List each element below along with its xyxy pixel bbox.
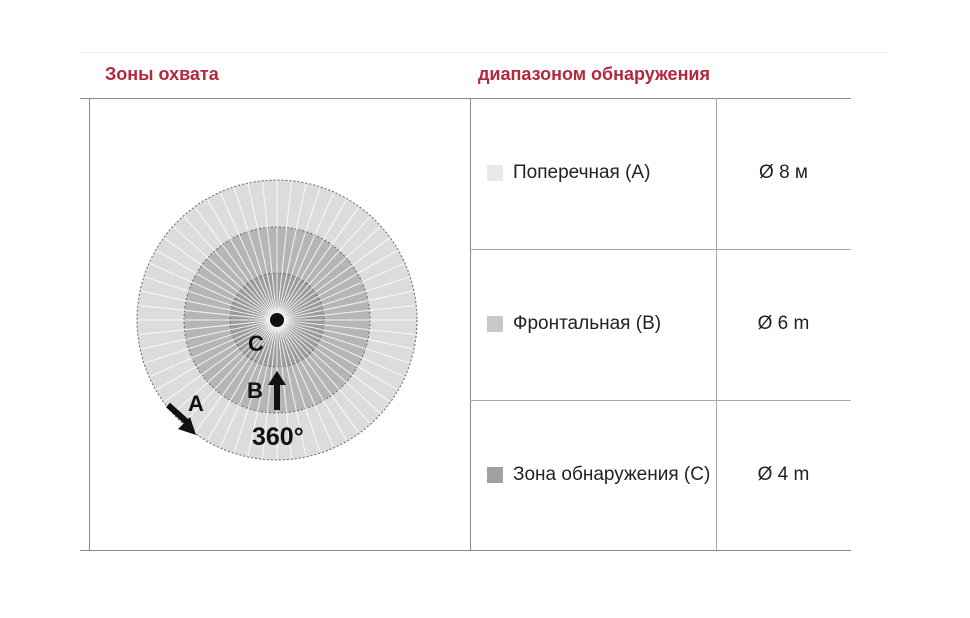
spoke [282, 320, 414, 350]
spoke [138, 320, 272, 336]
zone-swatch [487, 467, 503, 483]
sensor-center-icon [270, 313, 284, 327]
zone-name: Поперечная (A) [513, 162, 651, 183]
zone-diameter: Ø 4 m [757, 464, 810, 485]
top-divider [80, 52, 888, 53]
spoke [164, 323, 273, 403]
spoke [280, 324, 360, 433]
spoke [140, 290, 272, 320]
spoke [220, 192, 276, 315]
spoke [144, 321, 272, 364]
spoke [278, 187, 321, 315]
spoke [278, 325, 334, 448]
zone-row-label: Зона обнаружения (C) [487, 464, 710, 486]
zone-row-label: Поперечная (A) [487, 162, 650, 184]
table-left-border [89, 98, 90, 550]
spoke [173, 323, 273, 414]
zone-row-label: Фронтальная (B) [487, 313, 661, 335]
spoke [279, 199, 347, 316]
spoke [281, 323, 381, 414]
row-divider [470, 249, 851, 250]
label-c: C [248, 331, 264, 356]
spoke [282, 321, 405, 377]
header-detection-range: диапазоном обнаружения [478, 64, 711, 84]
spoke [247, 183, 277, 315]
spoke [247, 325, 277, 457]
spoke [282, 320, 416, 336]
spoke [149, 263, 272, 319]
spoke [261, 181, 277, 315]
spoke [280, 324, 371, 424]
spoke [140, 320, 272, 350]
zone-swatch [487, 165, 503, 181]
zone-diameter: Ø 6 m [757, 313, 810, 334]
spoke [194, 207, 274, 316]
spoke [281, 250, 398, 318]
zone-diameter: Ø 8 м [759, 162, 808, 183]
spoke [280, 216, 371, 316]
spoke [277, 183, 307, 315]
header-coverage-zones: Зоны охвата [105, 64, 219, 84]
header-divider [80, 98, 851, 99]
spoke [173, 226, 273, 317]
arrow-diagonal-icon [165, 402, 196, 435]
spoke [282, 304, 416, 320]
spoke [282, 276, 410, 319]
row-divider [470, 400, 851, 401]
bottom-divider [80, 550, 851, 551]
spoke [149, 321, 272, 377]
spoke [278, 325, 321, 453]
spoke [220, 325, 276, 448]
spoke [277, 325, 293, 459]
spoke [233, 187, 276, 315]
spoke [156, 322, 273, 390]
zone-name: Зона обнаружения (C) [513, 464, 711, 485]
spoke [261, 325, 277, 459]
zone-swatch [487, 316, 503, 332]
spoke [207, 199, 275, 316]
coverage-zone-diagram: C B A 360° [136, 179, 418, 461]
arrow-up-icon [268, 371, 286, 410]
spoke [281, 237, 390, 317]
spoke [277, 181, 293, 315]
spoke [278, 192, 334, 315]
spoke [281, 226, 381, 317]
spoke [164, 237, 273, 317]
spoke [282, 321, 410, 364]
spoke [194, 324, 274, 433]
spoke [156, 250, 273, 318]
label-a: A [188, 391, 204, 416]
spoke [233, 325, 276, 453]
spoke [282, 290, 414, 320]
angle-label: 360° [252, 423, 304, 451]
spoke [144, 276, 272, 319]
column-divider [716, 98, 717, 550]
spoke [282, 263, 405, 319]
column-divider [470, 98, 471, 550]
spoke [281, 322, 398, 390]
spoke [279, 324, 347, 441]
spoke [280, 207, 360, 316]
zone-name: Фронтальная (B) [513, 313, 662, 334]
label-b: B [247, 378, 263, 403]
spoke [281, 323, 390, 403]
spoke [207, 324, 275, 441]
spoke [277, 325, 307, 457]
spoke [138, 304, 272, 320]
spoke [183, 216, 274, 316]
spoke [183, 324, 274, 424]
